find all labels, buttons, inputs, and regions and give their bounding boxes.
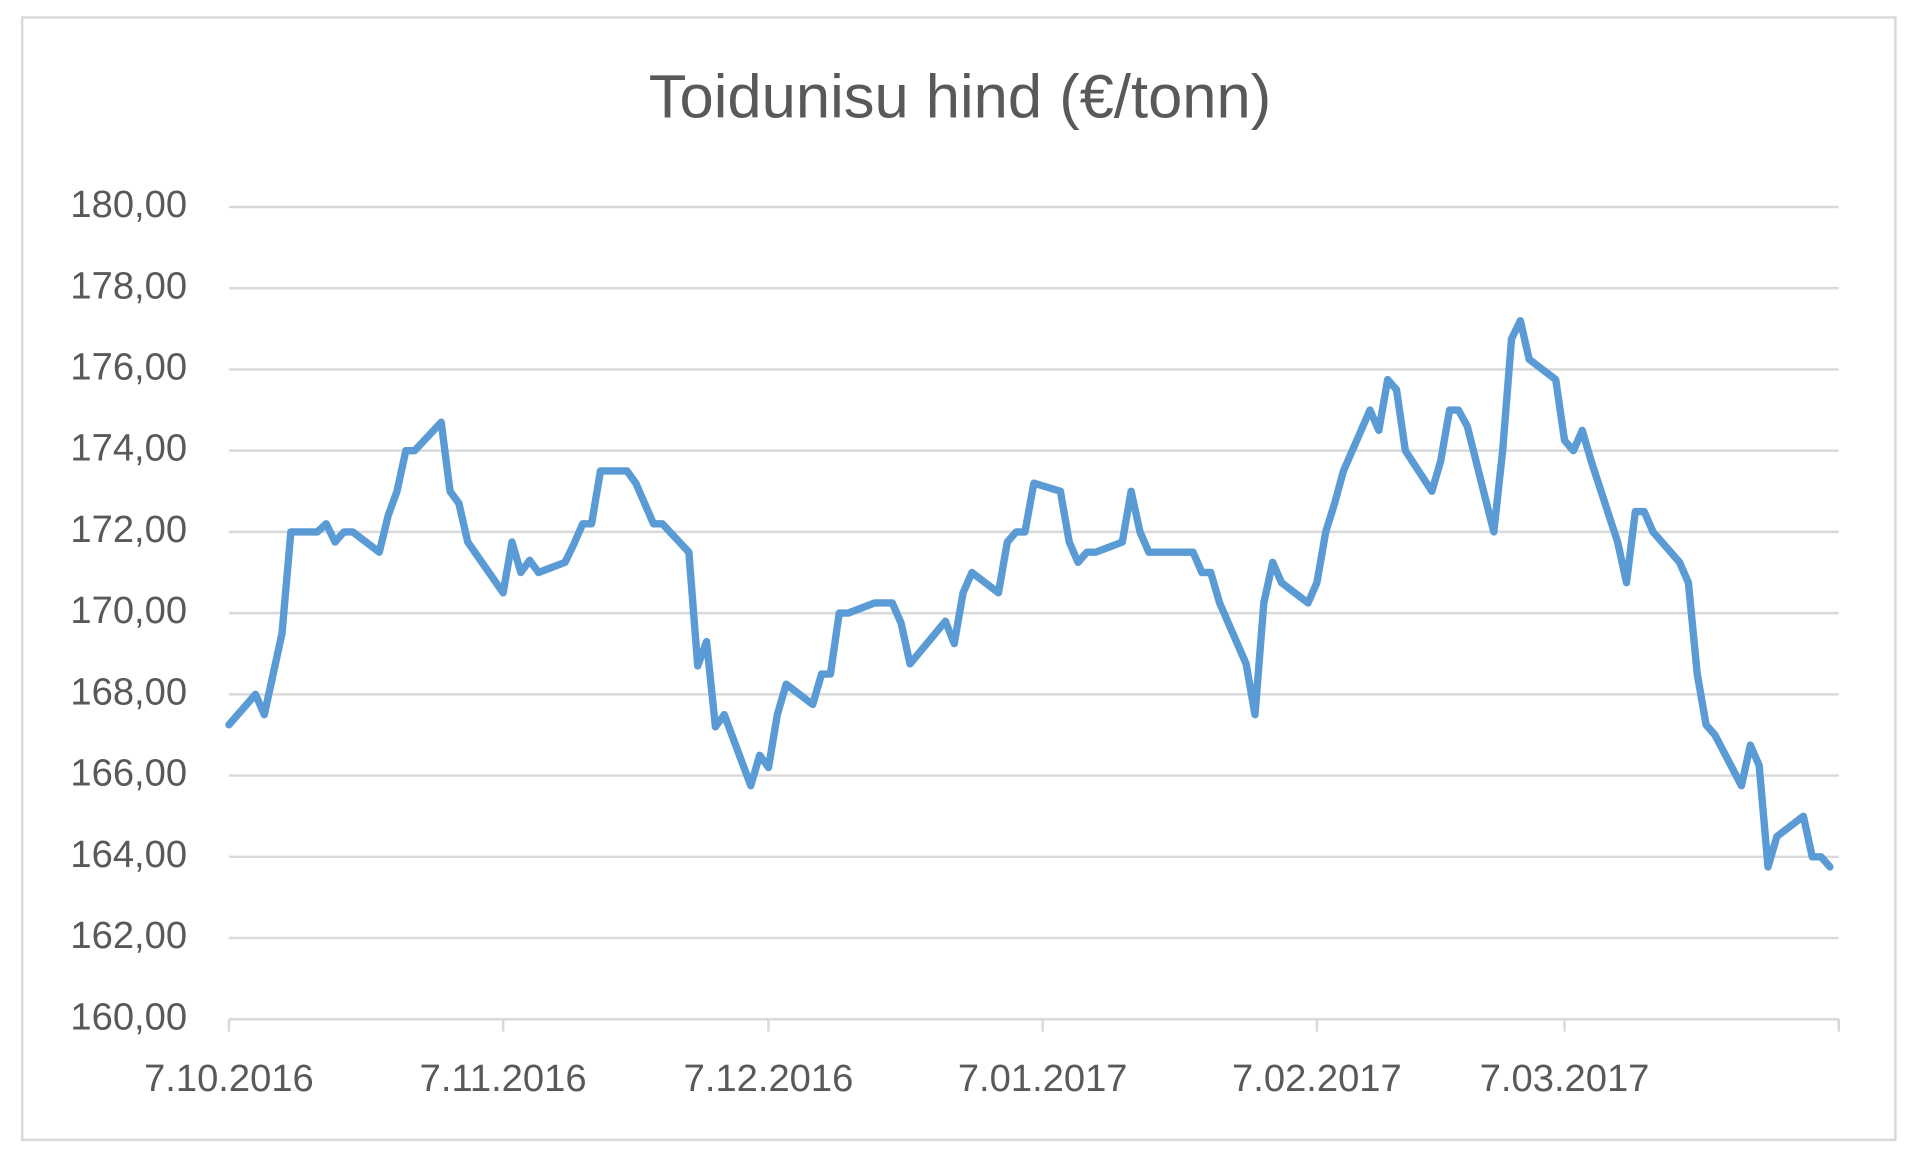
chart-title: Toidunisu hind (€/tonn) xyxy=(649,62,1271,131)
x-tick-label: 7.03.2017 xyxy=(1480,1057,1650,1100)
x-tick-label: 7.01.2017 xyxy=(958,1057,1128,1100)
y-tick-label: 170,00 xyxy=(70,589,187,632)
data-line xyxy=(225,316,1834,871)
y-tick-label: 166,00 xyxy=(70,752,187,795)
y-tick-label: 176,00 xyxy=(70,346,187,389)
y-tick-label: 178,00 xyxy=(70,264,187,307)
y-tick-label: 174,00 xyxy=(70,427,187,470)
chart-border xyxy=(20,16,1897,1142)
y-tick-label: 160,00 xyxy=(70,995,187,1038)
y-tick-label: 162,00 xyxy=(70,914,187,957)
y-tick-label: 168,00 xyxy=(70,670,187,713)
y-tick-label: 180,00 xyxy=(70,183,187,226)
x-tick-label: 7.10.2016 xyxy=(144,1057,314,1100)
x-tick-label: 7.12.2016 xyxy=(684,1057,854,1100)
x-tick-label: 7.02.2017 xyxy=(1232,1057,1402,1100)
y-tick-label: 164,00 xyxy=(70,833,187,876)
x-tick-label: 7.11.2016 xyxy=(420,1057,587,1100)
y-tick-label: 172,00 xyxy=(70,508,187,551)
